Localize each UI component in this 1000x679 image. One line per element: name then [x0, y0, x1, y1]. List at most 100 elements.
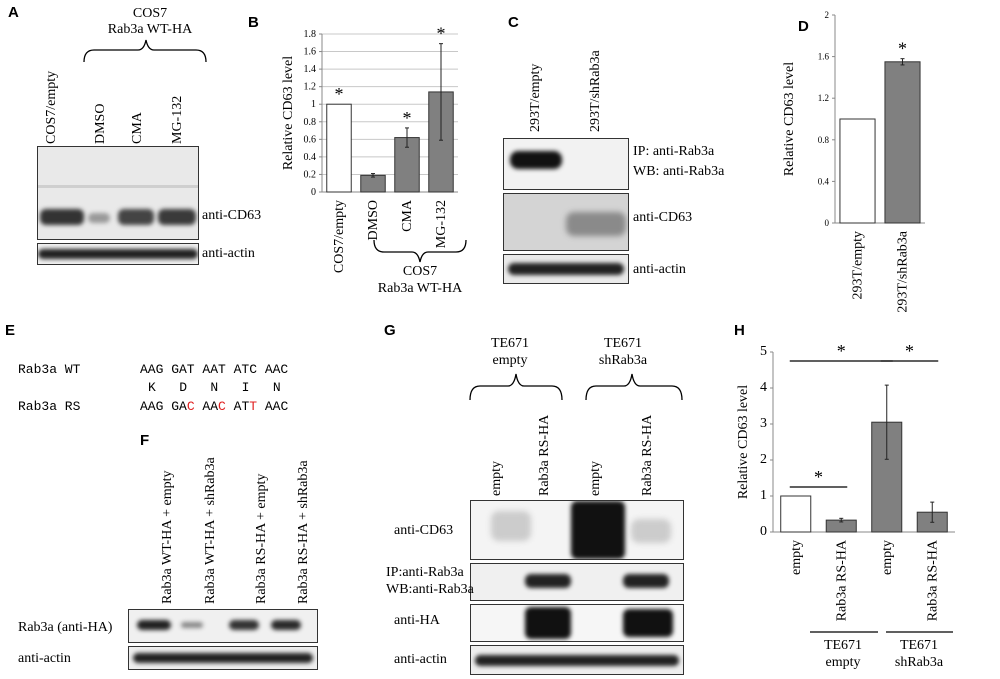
panel-a-lane-1: COS7/empty — [44, 70, 59, 144]
category-label: empty — [789, 540, 804, 575]
y-tick-label: 2 — [760, 452, 767, 467]
panel-e-row1-sequence: AAG GAT AAT ATC AAC — [140, 362, 289, 377]
panel-g-blot-label-3: anti-HA — [394, 613, 440, 628]
panel-h-group2-line1: TE671 — [899, 638, 939, 653]
significance-star: * — [403, 108, 412, 128]
panel-g-lane-4: Rab3a RS-HA — [640, 414, 655, 496]
panel-f-blot-label-1: Rab3a (anti-HA) — [18, 620, 113, 635]
y-tick-label: 0 — [311, 187, 316, 198]
panel-h-group1-line2: empty — [825, 655, 861, 670]
panel-c-lane-1: 293T/empty — [528, 63, 543, 132]
mutation-base: C — [218, 399, 226, 414]
panel-a-cd63-blot — [37, 146, 199, 240]
panel-e-row2-sequence: AAG GAC AAC ATT AAC — [140, 399, 288, 414]
panel-a-blot-label-1: anti-CD63 — [202, 208, 262, 223]
panel-g-ip-blot — [470, 563, 684, 601]
y-tick-label: 1.8 — [304, 29, 317, 40]
panel-f-rab3a-blot — [128, 609, 318, 643]
y-tick-label: 0.6 — [304, 134, 317, 145]
mutation-base: T — [249, 399, 258, 414]
y-tick-label: 0.8 — [304, 117, 317, 128]
panel-f-lane-1: Rab3a WT-HA + empty — [160, 470, 175, 605]
panel-a-lane-4: MG-132 — [170, 95, 185, 144]
significance-star: * — [898, 39, 907, 59]
panel-c-letter: C — [508, 14, 519, 31]
y-tick-label: 5 — [760, 344, 767, 359]
panel-b-group-title-2: Rab3a WT-HA — [377, 281, 463, 296]
panel-g-letter: G — [384, 322, 396, 339]
panel-f-lane-4: Rab3a RS-HA + shRab3a — [296, 460, 311, 604]
panel-a-group-title-2: Rab3a WT-HA — [107, 22, 193, 37]
panel-e-amino-acids: K D N I N — [148, 380, 281, 395]
panel-d-letter: D — [798, 18, 809, 35]
panel-a-group-title-1: COS7 — [132, 6, 168, 21]
seq-part: AA — [194, 399, 219, 414]
panel-f-letter: F — [140, 432, 150, 449]
panel-c-blot-label-1b: WB: anti-Rab3a — [633, 164, 725, 179]
y-tick-label: 1 — [760, 488, 767, 503]
panel-g-ha-blot — [470, 604, 684, 642]
panel-h-group2-line2: shRab3a — [894, 655, 944, 670]
panel-b-group-brace — [373, 239, 467, 263]
panel-e-row1-label: Rab3a WT — [18, 362, 81, 377]
panel-f-lane-3: Rab3a RS-HA + empty — [254, 473, 269, 604]
significance-star: * — [814, 467, 823, 487]
panel-e-letter: E — [5, 322, 16, 339]
panel-g-group-braces — [469, 373, 683, 401]
y-tick-label: 1.4 — [304, 64, 317, 75]
y-tick-label: 1.2 — [304, 82, 317, 93]
bar — [839, 118, 876, 224]
panel-c-lane-2: 293T/shRab3a — [588, 50, 603, 132]
panel-h-group1-line1: TE671 — [823, 638, 863, 653]
panel-g-blot-label-1: anti-CD63 — [394, 523, 454, 538]
panel-a-actin-blot — [37, 243, 199, 265]
category-label: DMSO — [366, 200, 381, 240]
significance-star: * — [837, 341, 846, 361]
y-axis-label: Relative CD63 level — [736, 385, 751, 499]
y-tick-label: 1.6 — [818, 52, 830, 62]
category-label: empty — [880, 540, 895, 575]
panel-g-group1-line2: empty — [492, 353, 528, 368]
panel-f-blot-label-2: anti-actin — [18, 651, 71, 666]
panel-d-chart: 0 0.4 0.8 1.2 1.6 2 Relative CD63 level 293T/em… — [782, 10, 925, 313]
panel-c-blot-label-1a: IP: anti-Rab3a — [633, 144, 715, 159]
panel-g-lane-2: Rab3a RS-HA — [537, 414, 552, 496]
significance-star: * — [437, 24, 446, 44]
panel-c-blot-label-2: anti-CD63 — [633, 210, 693, 225]
panel-a-blot-label-2: anti-actin — [202, 246, 255, 261]
category-label: MG-132 — [434, 200, 449, 248]
panel-a-letter: A — [8, 4, 19, 21]
panel-h-letter: H — [734, 322, 745, 339]
category-label: Rab3a RS-HA — [925, 539, 940, 621]
y-tick-label: 1.2 — [818, 93, 829, 103]
y-tick-label: 0.4 — [304, 152, 317, 163]
y-tick-label: 0.4 — [818, 176, 830, 186]
category-label: 293T/empty — [851, 231, 866, 299]
bar — [884, 61, 921, 224]
panel-g-blot-label-2a: IP:anti-Rab3a — [386, 565, 464, 580]
panel-g-blot-label-2b: WB:anti-Rab3a — [386, 582, 474, 597]
panel-g-blot-label-4: anti-actin — [394, 652, 447, 667]
panel-h-group-lines — [810, 631, 953, 633]
panel-b-group-title-1: COS7 — [402, 264, 438, 279]
panel-a-lane-2: DMSO — [93, 103, 108, 144]
panel-h-chart: 0 1 2 3 4 5 Relative CD63 level empty Rab3a RS-H… — [736, 341, 955, 621]
category-label: CMA — [400, 199, 415, 232]
mutation-base: C — [186, 399, 195, 414]
panel-c-ip-blot — [503, 138, 629, 190]
y-axis-label: Relative CD63 level — [782, 62, 797, 176]
panel-f-lane-2: Rab3a WT-HA + shRab3a — [203, 457, 218, 604]
y-tick-label: 0.8 — [818, 135, 830, 145]
bar — [780, 495, 812, 533]
y-tick-label: 1 — [311, 99, 316, 110]
seq-part: AAG GA — [140, 399, 187, 414]
panel-g-group1-line1: TE671 — [490, 336, 530, 351]
y-tick-label: 1.6 — [304, 47, 317, 58]
bar — [326, 103, 352, 193]
panel-b-letter: B — [248, 14, 259, 31]
significance-star: * — [335, 84, 344, 104]
panel-g-lane-3: empty — [588, 461, 603, 496]
seq-part: AT — [225, 399, 250, 414]
y-tick-label: 0 — [760, 524, 767, 539]
bar — [360, 174, 386, 193]
